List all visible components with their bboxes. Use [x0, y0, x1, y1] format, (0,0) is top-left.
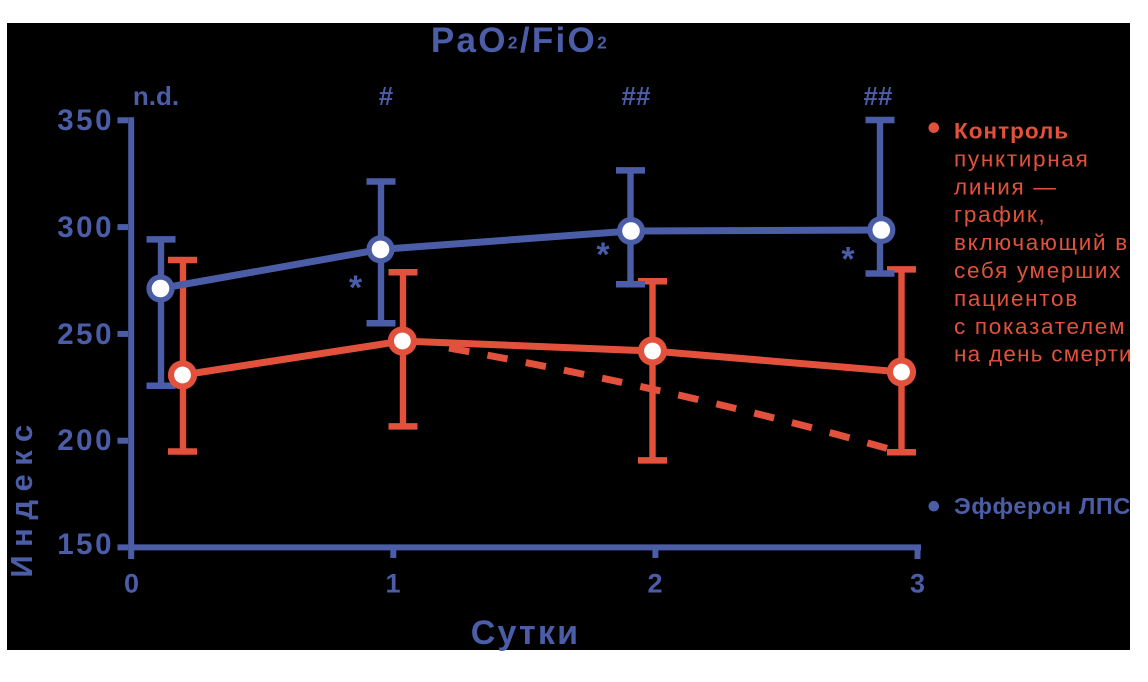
svg-text:PaO2/FiO2: PaO2/FiO2: [431, 21, 609, 60]
svg-text:пунктирная: пунктирная: [954, 146, 1089, 171]
svg-text:с показателем: с показателем: [954, 314, 1126, 339]
svg-text:пациентов: пациентов: [954, 286, 1079, 311]
svg-text:150: 150: [57, 528, 114, 561]
svg-text:*: *: [841, 241, 855, 279]
svg-text:0: 0: [124, 569, 139, 599]
svg-text:n.d.: n.d.: [133, 81, 179, 111]
svg-text:250: 250: [57, 318, 114, 351]
svg-text:3: 3: [910, 569, 925, 599]
svg-text:на день смерти: на день смерти: [954, 342, 1133, 367]
svg-text:#: #: [379, 81, 394, 111]
svg-text:300: 300: [57, 211, 114, 244]
svg-text:график,: график,: [954, 202, 1046, 227]
svg-text:Эфферон ЛПС: Эфферон ЛПС: [954, 493, 1131, 519]
svg-text:себя умерших: себя умерших: [954, 258, 1122, 283]
svg-text:350: 350: [57, 104, 114, 137]
svg-text:Контроль: Контроль: [954, 118, 1069, 143]
svg-text:линия —: линия —: [954, 174, 1058, 199]
svg-text:200: 200: [57, 424, 114, 457]
svg-text:2: 2: [647, 569, 662, 599]
svg-text:##: ##: [864, 81, 893, 111]
svg-text:*: *: [596, 236, 610, 274]
svg-text:Сутки: Сутки: [471, 614, 580, 652]
svg-text:1: 1: [385, 569, 400, 599]
svg-text:*: *: [349, 269, 363, 307]
svg-text:Индекс: Индекс: [4, 416, 39, 577]
svg-text:включающий в: включающий в: [954, 230, 1129, 255]
svg-text:##: ##: [622, 81, 651, 111]
